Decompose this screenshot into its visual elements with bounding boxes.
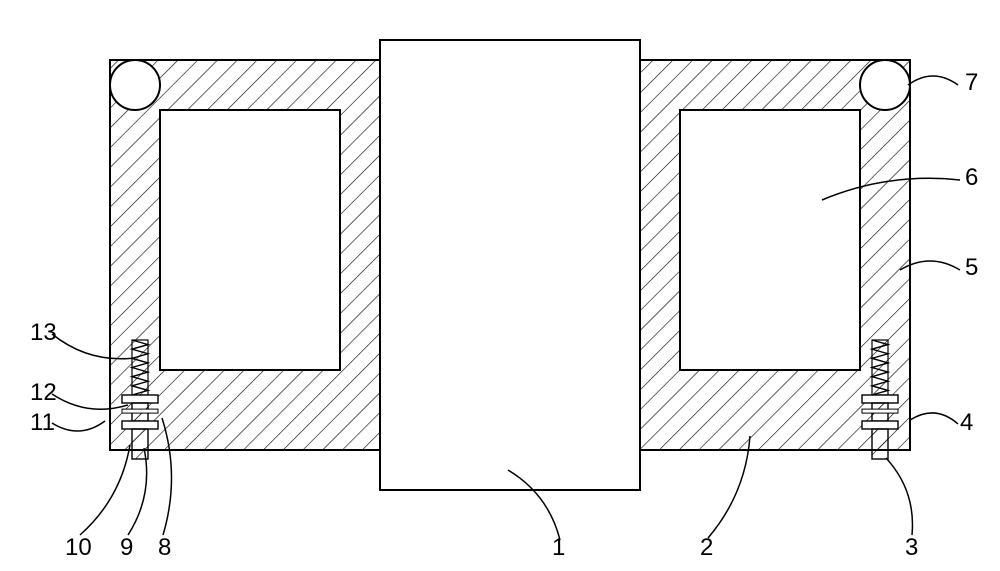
label-2: 2 bbox=[700, 534, 713, 561]
leader-9 bbox=[128, 448, 147, 535]
label-9: 9 bbox=[120, 534, 133, 561]
leader-10 bbox=[80, 445, 130, 535]
leader-3 bbox=[886, 458, 912, 535]
label-13: 13 bbox=[30, 319, 57, 346]
leader-11 bbox=[52, 421, 105, 431]
lower-washer bbox=[862, 421, 898, 429]
leader-2 bbox=[708, 436, 750, 538]
diagram-svg: 12345678910111213 bbox=[0, 0, 1000, 571]
washer bbox=[862, 395, 898, 403]
label-7: 7 bbox=[965, 69, 978, 96]
label-10: 10 bbox=[65, 534, 92, 561]
label-12: 12 bbox=[30, 379, 57, 406]
center-block bbox=[380, 40, 640, 490]
label-3: 3 bbox=[905, 534, 918, 561]
pin bbox=[862, 409, 898, 413]
nut-block bbox=[872, 429, 888, 459]
label-4: 4 bbox=[960, 409, 973, 436]
roller-right bbox=[860, 60, 910, 110]
cutout-right bbox=[680, 110, 860, 370]
label-11: 11 bbox=[30, 409, 55, 436]
leader-7 bbox=[908, 76, 958, 85]
pin bbox=[122, 409, 158, 413]
label-6: 6 bbox=[965, 164, 978, 191]
cutout-left bbox=[160, 110, 340, 370]
washer bbox=[122, 395, 158, 403]
label-1: 1 bbox=[552, 534, 565, 561]
lower-washer bbox=[122, 421, 158, 429]
label-5: 5 bbox=[965, 254, 978, 281]
leader-4 bbox=[910, 413, 958, 424]
roller-left bbox=[110, 60, 160, 110]
label-8: 8 bbox=[158, 534, 171, 561]
